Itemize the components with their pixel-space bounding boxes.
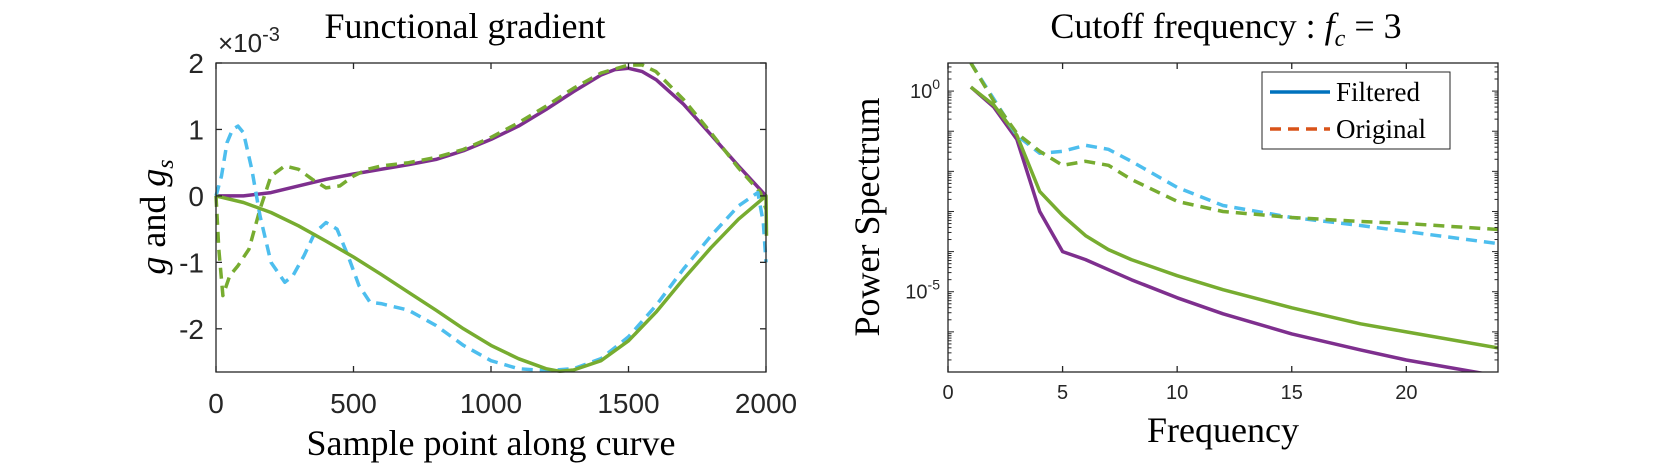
legend-box <box>1261 71 1451 150</box>
right-ylabel: Power Spectrum <box>847 98 887 337</box>
left-ytick-label: 1 <box>188 114 204 145</box>
left-ytick-label: 2 <box>188 48 204 79</box>
left-ytick-label: -1 <box>179 247 204 278</box>
right-xtick-label: 20 <box>1395 382 1417 404</box>
right-series-line-1 <box>969 85 1498 350</box>
left-panel: Functional gradient ×10-3 0 500 1000 1500 20… <box>133 6 797 463</box>
left-plot-area <box>214 63 769 374</box>
left-x-ticks: 0 500 1000 1500 2000 <box>208 63 797 419</box>
left-ytick-label: -2 <box>179 314 204 345</box>
left-exponent: ×10-3 <box>218 24 280 58</box>
left-ylabel-gs: g <box>133 169 173 187</box>
right-xtick-label: 15 <box>1281 382 1303 404</box>
right-ytick-label: 100 <box>910 76 940 103</box>
left-ylabel: g and gs <box>133 159 179 274</box>
right-title-prefix: Cutoff frequency : <box>1050 6 1324 46</box>
left-ylabel-s: s <box>153 159 179 168</box>
right-xtick-label: 0 <box>942 382 953 404</box>
legend-label-original: Original <box>1336 114 1426 144</box>
left-xtick-label: 2000 <box>735 388 797 419</box>
right-xtick-label: 5 <box>1057 382 1068 404</box>
right-series-line-3 <box>969 63 1498 232</box>
left-xtick-label: 1000 <box>460 388 522 419</box>
left-xlabel: Sample point along curve <box>307 423 676 463</box>
left-xtick-label: 0 <box>208 388 224 419</box>
right-plot-area <box>969 63 1498 372</box>
right-series-group <box>969 63 1498 372</box>
left-ylabel-and: and <box>133 187 173 257</box>
right-title-c: c <box>1335 26 1346 52</box>
left-ytick-label: 0 <box>188 181 204 212</box>
right-xlabel: Frequency <box>1147 410 1299 450</box>
left-exponent-times: ×10 <box>218 28 262 58</box>
left-xtick-label: 1500 <box>597 388 659 419</box>
left-ylabel-g: g <box>133 257 173 275</box>
right-y-ticks: 100 10-5 <box>905 62 1498 373</box>
legend-label-filtered: Filtered <box>1336 77 1420 107</box>
right-x-ticks: 0 5 10 15 20 <box>942 63 1417 404</box>
left-title: Functional gradient <box>325 6 606 46</box>
right-ytick-label: 10-5 <box>905 277 940 304</box>
right-series-line-0 <box>969 85 1486 372</box>
left-axes-box <box>215 62 767 373</box>
left-series-line-3 <box>215 194 769 374</box>
left-series-line-0 <box>216 66 768 198</box>
right-xtick-label: 10 <box>1166 382 1188 404</box>
legend: Filtered Original <box>1261 71 1451 150</box>
right-title: Cutoff frequency : fc = 3 <box>1050 6 1401 52</box>
right-title-suffix: = 3 <box>1345 6 1401 46</box>
left-series-line-1 <box>214 63 768 298</box>
left-y-ticks: -2 -1 0 1 2 <box>179 48 766 345</box>
right-panel: Cutoff frequency : fc = 3 0 5 10 15 20 10010… <box>847 6 1499 450</box>
left-exponent-power: -3 <box>262 24 280 46</box>
left-xtick-label: 500 <box>330 388 377 419</box>
left-series-line-2 <box>214 124 768 373</box>
